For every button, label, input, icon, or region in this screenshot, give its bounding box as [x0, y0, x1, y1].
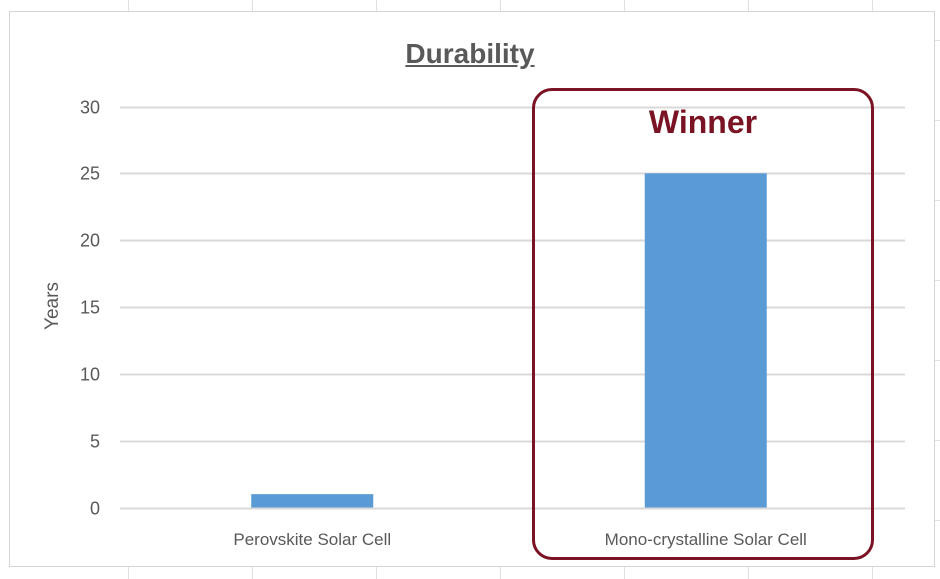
y-tick-label: 5 — [90, 432, 100, 452]
y-tick-label: 25 — [80, 164, 100, 184]
y-tick-label: 30 — [80, 98, 100, 118]
bars — [251, 173, 767, 508]
winner-annotation: Winner — [648, 104, 758, 140]
bar — [644, 173, 767, 508]
y-tick-label: 20 — [80, 231, 100, 251]
x-tick-label: Perovskite Solar Cell — [233, 530, 391, 549]
y-tick-labels: 0 5 10 15 20 25 30 — [80, 98, 100, 519]
x-tick-labels: Perovskite Solar Cell Mono-crystalline So… — [233, 530, 806, 549]
bar — [251, 494, 374, 508]
y-tick-label: 15 — [80, 298, 100, 318]
chart-area[interactable] — [9, 11, 935, 567]
winner-highlight-box — [532, 88, 874, 560]
y-axis-label: Years — [42, 282, 63, 330]
y-tick-label: 0 — [90, 499, 100, 519]
chart-title: Durability — [405, 38, 535, 69]
gridlines — [120, 106, 905, 510]
x-tick-label: Mono-crystalline Solar Cell — [605, 530, 807, 549]
y-tick-label: 10 — [80, 365, 100, 385]
